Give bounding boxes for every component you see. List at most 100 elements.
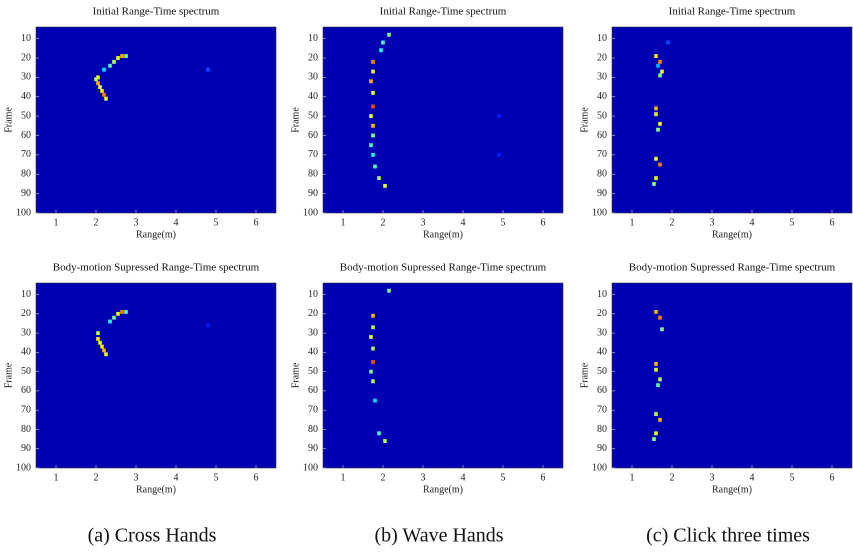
y-tick-label: 40 <box>21 91 31 102</box>
y-axis-label: Frame <box>3 362 14 388</box>
heat-cell <box>124 309 128 314</box>
y-tick-label: 10 <box>21 289 31 300</box>
y-tick-label: 100 <box>303 462 318 473</box>
y-tick-label: 90 <box>597 443 607 454</box>
x-tick-label: 5 <box>790 217 795 228</box>
y-tick-label: 30 <box>597 72 607 83</box>
y-tick-label: 100 <box>16 207 31 218</box>
heat-cell <box>108 63 112 68</box>
heat-cell <box>387 32 391 37</box>
heat-cell <box>656 63 660 68</box>
heat-cell <box>371 346 375 351</box>
plot-frame <box>35 282 277 469</box>
y-tick-label: 60 <box>597 130 607 141</box>
heat-cell <box>102 67 106 72</box>
heat-cell <box>660 327 664 332</box>
plot-frame <box>322 26 564 214</box>
x-axis-label: Range(m) <box>423 484 463 495</box>
heat-cell <box>377 176 381 181</box>
x-tick-label: 2 <box>94 217 99 228</box>
heat-cell <box>120 309 124 314</box>
y-tick-label: 30 <box>308 327 318 338</box>
y-axis-label: Frame <box>579 362 590 388</box>
heat-cell <box>108 319 112 324</box>
x-tick-label: 6 <box>830 472 835 483</box>
heat-cell <box>116 311 120 316</box>
heat-cell <box>98 85 102 89</box>
y-tick-label: 20 <box>308 308 318 319</box>
x-tick-label: 1 <box>341 217 346 228</box>
y-tick-label: 70 <box>308 404 318 415</box>
heat-cell <box>658 377 662 382</box>
heat-cell <box>100 344 104 349</box>
heat-cell <box>102 92 106 97</box>
x-tick-label: 4 <box>174 217 179 228</box>
chart-title: Initial Range-Time spectrum <box>380 6 507 18</box>
plot-background <box>612 27 852 213</box>
y-tick-label: 10 <box>21 33 31 44</box>
heat-cell <box>206 323 210 328</box>
y-tick-label: 90 <box>597 188 607 199</box>
y-tick-label: 20 <box>308 52 318 63</box>
x-tick-label: 4 <box>174 472 179 483</box>
heat-cell <box>98 340 102 345</box>
x-tick-label: 3 <box>134 472 139 483</box>
heat-cell <box>371 152 375 157</box>
heat-cell <box>206 67 210 72</box>
y-tick-label: 80 <box>597 424 607 435</box>
y-tick-label: 70 <box>21 149 31 160</box>
y-axis-label: Frame <box>579 107 590 133</box>
plot-background <box>612 283 852 468</box>
heat-cell <box>116 56 120 60</box>
heat-cell <box>371 104 375 109</box>
caption: (a) Cross Hands <box>88 525 217 547</box>
heat-cell <box>96 331 100 336</box>
y-tick-label: 10 <box>597 289 607 300</box>
heat-cell <box>369 369 373 374</box>
heat-cell <box>654 431 658 436</box>
heat-cell <box>652 437 656 442</box>
y-tick-label: 50 <box>308 366 318 377</box>
plot-frame <box>611 26 853 214</box>
chart-title: Body-motion Supressed Range-Time spectru… <box>53 262 260 274</box>
heat-cell <box>656 383 660 388</box>
heat-cell <box>654 112 658 117</box>
heat-cell <box>371 325 375 330</box>
heat-cell <box>112 315 116 320</box>
heat-cell <box>369 335 373 339</box>
heat-cell <box>104 352 108 357</box>
y-tick-label: 60 <box>21 385 31 396</box>
y-tick-label: 40 <box>308 91 318 102</box>
heat-cell <box>654 309 658 314</box>
x-tick-label: 4 <box>461 472 466 483</box>
y-tick-label: 20 <box>597 308 607 319</box>
heat-cell <box>112 59 116 64</box>
heat-cell <box>654 156 658 161</box>
chart-title: Body-motion Supressed Range-Time spectru… <box>629 262 836 274</box>
y-tick-label: 70 <box>21 404 31 415</box>
x-tick-label: 5 <box>501 472 506 483</box>
heat-cell <box>654 54 658 58</box>
heat-cell <box>371 90 375 95</box>
x-axis-label: Range(m) <box>712 229 752 240</box>
y-tick-label: 30 <box>21 327 31 338</box>
x-tick-label: 2 <box>381 217 386 228</box>
heat-cell <box>94 77 98 82</box>
chart-title: Body-motion Supressed Range-Time spectru… <box>340 262 547 274</box>
y-tick-label: 60 <box>21 130 31 141</box>
y-tick-label: 90 <box>308 188 318 199</box>
x-axis-label: Range(m) <box>423 229 463 240</box>
x-axis-label: Range(m) <box>136 484 176 495</box>
x-tick-label: 3 <box>421 472 426 483</box>
x-axis-label: Range(m) <box>712 484 752 495</box>
y-tick-label: 70 <box>597 149 607 160</box>
y-tick-label: 100 <box>303 207 318 218</box>
heat-cell <box>371 59 375 64</box>
caption: (c) Click three times <box>646 525 810 547</box>
x-tick-label: 1 <box>54 217 59 228</box>
heat-cell <box>497 114 501 119</box>
heat-cell <box>371 123 375 128</box>
chart-title: Initial Range-Time spectrum <box>669 6 796 18</box>
x-tick-label: 6 <box>830 217 835 228</box>
y-tick-label: 80 <box>597 169 607 180</box>
